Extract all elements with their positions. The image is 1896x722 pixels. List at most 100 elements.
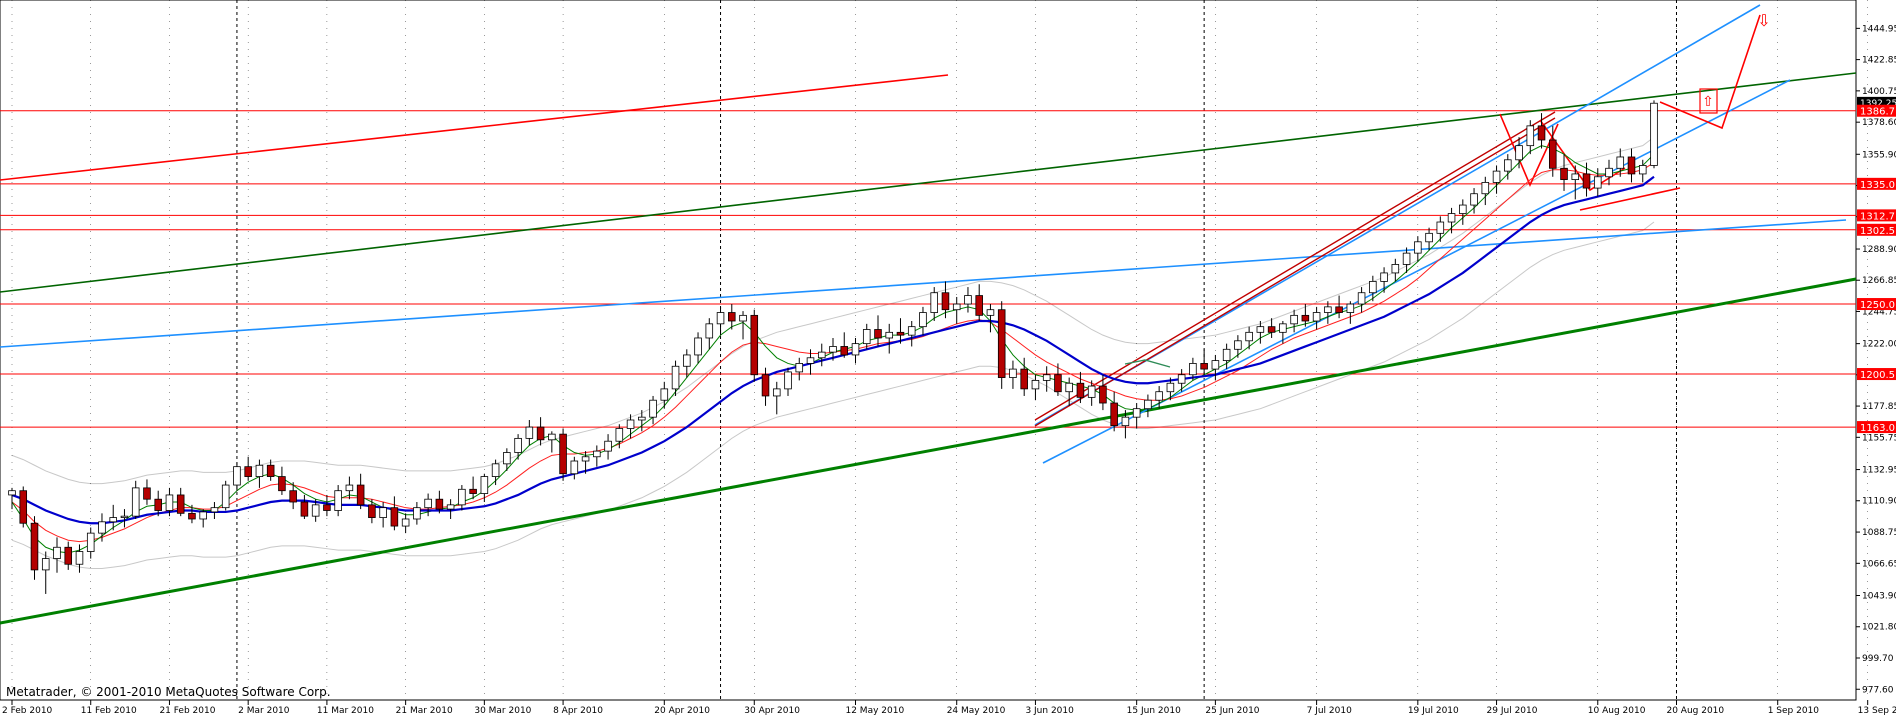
bull-candle-body bbox=[1166, 382, 1175, 393]
candlestick bbox=[469, 476, 477, 500]
bear-candle-body bbox=[1200, 363, 1208, 370]
y-tick-label: 999.70 bbox=[1862, 654, 1894, 664]
bull-candle-body bbox=[1638, 165, 1647, 175]
current-price-box bbox=[1857, 96, 1896, 108]
bull-candle-body bbox=[1504, 159, 1512, 172]
candlestick bbox=[255, 459, 264, 488]
candlestick bbox=[705, 318, 714, 350]
bear-candle-body bbox=[278, 476, 286, 492]
price-level-tag-label: 1163.0 bbox=[1860, 423, 1895, 434]
candlestick bbox=[368, 499, 376, 524]
plot-area bbox=[0, 0, 1857, 701]
bull-candle-body bbox=[221, 484, 230, 509]
y-tick-label: 1288.90 bbox=[1862, 245, 1896, 255]
bull-candle-body bbox=[446, 504, 455, 510]
candlestick bbox=[874, 315, 882, 347]
bear-candle-body bbox=[300, 501, 309, 517]
bull-candle-body bbox=[919, 312, 927, 328]
price-level-tag bbox=[1857, 104, 1896, 117]
x-tick-label: 12 May 2010 bbox=[845, 706, 904, 716]
candlestick bbox=[1335, 295, 1343, 319]
current-price-label: 1392.25 bbox=[1860, 99, 1896, 109]
bear-candle-body bbox=[1110, 402, 1118, 427]
candlestick bbox=[615, 424, 624, 449]
bull-candle-body bbox=[424, 498, 432, 509]
bull-candle-body bbox=[806, 357, 815, 364]
candlestick bbox=[1414, 236, 1422, 262]
candlestick bbox=[536, 417, 545, 446]
price-level-tag bbox=[1857, 298, 1896, 311]
blue-long-trendline bbox=[0, 219, 1847, 348]
candlestick bbox=[266, 459, 275, 481]
bear-candle-body bbox=[840, 346, 849, 356]
bear-candle-body bbox=[1537, 125, 1546, 141]
candlestick bbox=[311, 499, 320, 522]
price-level-tag-label: 1200.5 bbox=[1860, 370, 1895, 381]
candlestick bbox=[323, 494, 331, 517]
candlestick bbox=[1627, 148, 1636, 183]
candlestick bbox=[1571, 165, 1580, 200]
price-level-tag bbox=[1857, 368, 1896, 381]
bull-candle-body bbox=[1279, 323, 1287, 333]
candlestick bbox=[1200, 349, 1208, 375]
bull-candle-body bbox=[1391, 264, 1400, 274]
candlestick bbox=[480, 473, 489, 503]
bull-candle-body bbox=[1650, 102, 1658, 166]
x-tick-label: 21 Mar 2010 bbox=[396, 706, 453, 716]
bull-candle-body bbox=[772, 388, 781, 397]
candlestick bbox=[289, 482, 297, 510]
candlestick bbox=[356, 473, 365, 510]
bull-candle-body bbox=[548, 433, 556, 441]
bear-candle-body bbox=[874, 329, 882, 339]
bear-candle-body bbox=[1099, 385, 1107, 404]
candlestick bbox=[840, 332, 849, 358]
candlestick bbox=[817, 343, 826, 367]
bear-candle-body bbox=[1076, 382, 1085, 398]
candlestick bbox=[1312, 306, 1321, 330]
bull-candle-body bbox=[626, 419, 635, 429]
price-level-tag bbox=[1857, 209, 1896, 222]
x-tick-label: 13 Sep 2010 bbox=[1858, 706, 1896, 716]
y-tick-label: 1222.00 bbox=[1862, 340, 1896, 350]
candlestick bbox=[1301, 304, 1310, 327]
x-tick-label: 30 Mar 2010 bbox=[474, 706, 531, 716]
y-tick-label: 1378.60 bbox=[1862, 118, 1896, 128]
candlestick bbox=[424, 493, 432, 517]
candlestick bbox=[1256, 321, 1265, 344]
candlestick bbox=[1020, 357, 1028, 396]
bear-candle-body bbox=[1560, 167, 1568, 180]
candlestick bbox=[143, 479, 151, 505]
bear-candle-body bbox=[266, 464, 275, 477]
bull-candle-body bbox=[1492, 170, 1501, 183]
bull-candle-body bbox=[716, 312, 725, 325]
candlestick bbox=[401, 513, 410, 534]
candlestick bbox=[570, 456, 579, 480]
bull-candle-body bbox=[1470, 193, 1478, 206]
bull-candle-body bbox=[53, 546, 61, 559]
candlestick bbox=[19, 486, 28, 528]
candlesticks bbox=[8, 100, 1658, 594]
bear-candle-body bbox=[176, 494, 185, 514]
candlestick bbox=[86, 527, 95, 559]
bull-candle-body bbox=[1042, 374, 1051, 381]
bear-candle-body bbox=[1301, 314, 1310, 322]
y-tick-label: 1422.85 bbox=[1862, 56, 1896, 66]
bull-candle-body bbox=[1031, 380, 1040, 390]
y-tick-label: 1177.85 bbox=[1862, 402, 1896, 412]
candlestick bbox=[1121, 410, 1130, 439]
copyright-text: Metatrader, © 2001-2010 MetaQuotes Softw… bbox=[6, 685, 331, 699]
bull-candle-body bbox=[120, 515, 129, 518]
candlestick bbox=[390, 496, 399, 531]
price-level-tag-label: 1250.0 bbox=[1860, 300, 1895, 311]
candlestick bbox=[1290, 309, 1298, 333]
candlestick bbox=[952, 296, 961, 324]
candlestick bbox=[919, 306, 927, 336]
green-support-trendline bbox=[0, 277, 1857, 625]
red-upper-channel-line bbox=[0, 74, 949, 181]
bear-candle-body bbox=[728, 312, 736, 322]
bear-candle-body bbox=[469, 488, 477, 494]
candlestick bbox=[210, 502, 219, 519]
candlestick bbox=[795, 357, 804, 381]
candlestick bbox=[1211, 354, 1220, 381]
bull-candle-body bbox=[1481, 182, 1490, 195]
